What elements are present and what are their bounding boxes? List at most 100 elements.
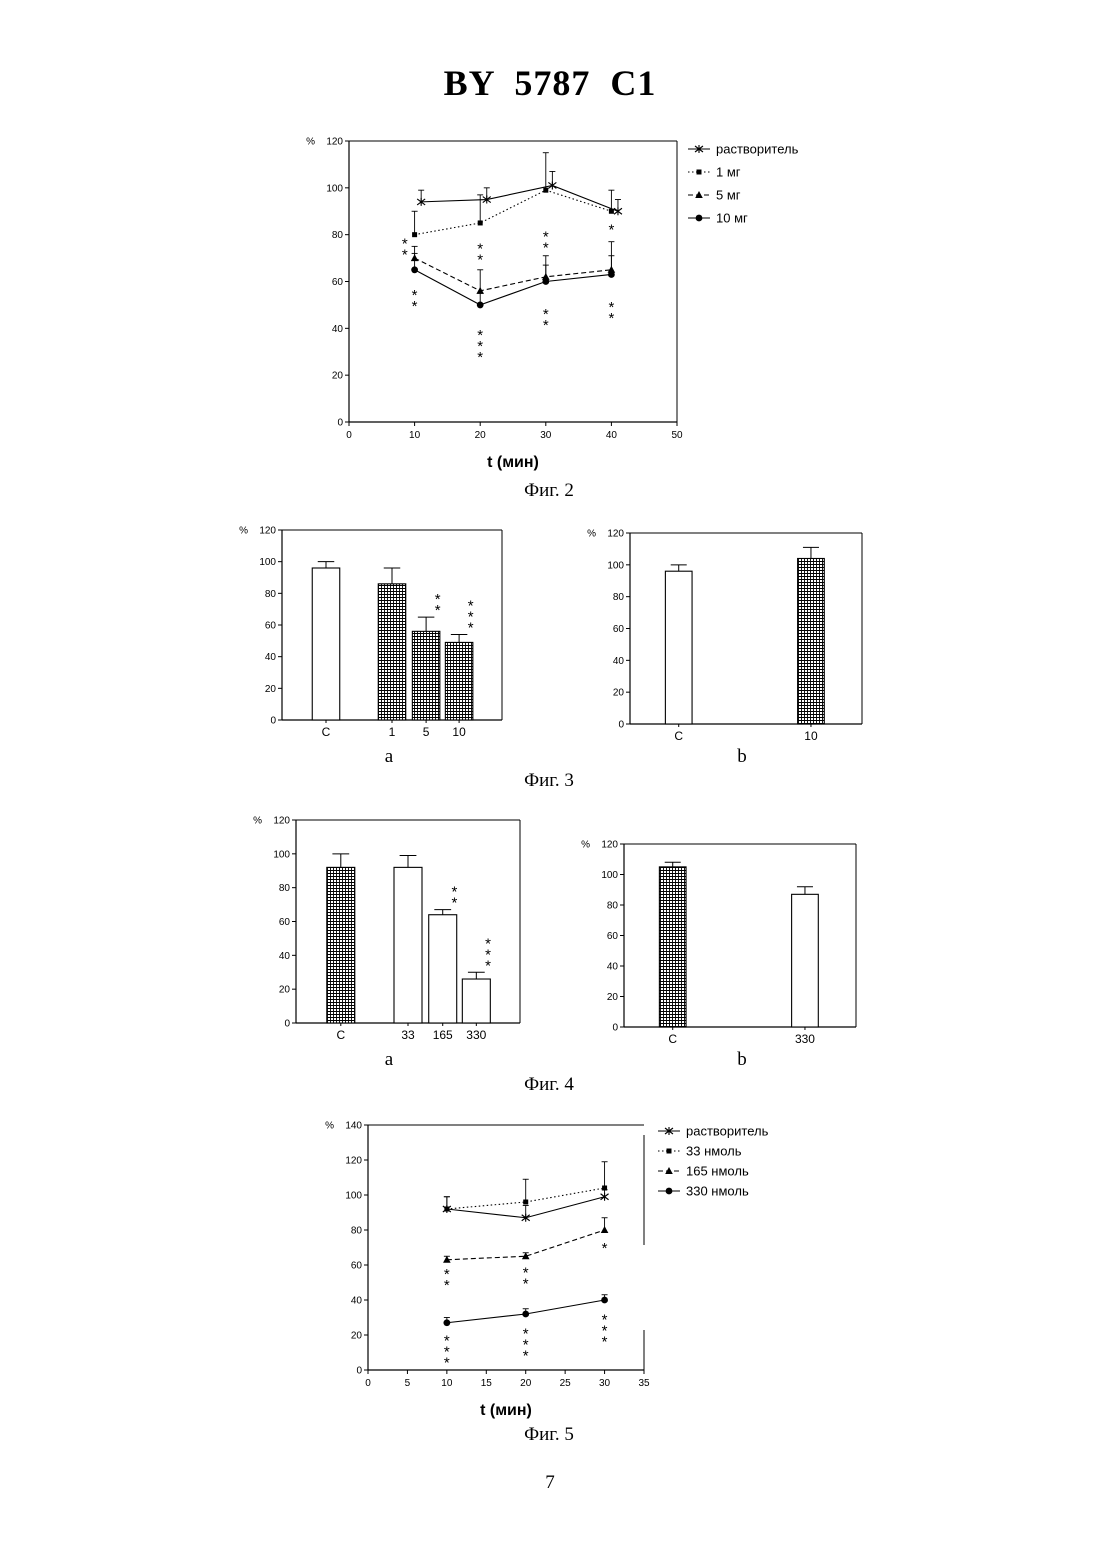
x-tick-label: 5: [405, 1378, 411, 1389]
significance-annotation: *: [608, 222, 614, 239]
bar-group: 330: [792, 887, 819, 1046]
significance-annotation: **: [543, 306, 549, 334]
figures-canvas: 020406080100120%01020304050t (мин)раство…: [0, 0, 1100, 1556]
significance-annotation: ***: [444, 1333, 450, 1372]
y-tick-label: 40: [607, 962, 619, 973]
significance-star: *: [485, 957, 491, 974]
y-tick-label: 100: [259, 557, 276, 568]
bar: [665, 571, 692, 724]
bar: [312, 568, 340, 720]
significance-star: *: [477, 251, 483, 268]
y-tick-label: 120: [607, 529, 624, 540]
significance-annotation: ***: [602, 1312, 608, 1351]
x-tick-label: С: [668, 1032, 677, 1046]
x-tick-label: 0: [346, 430, 352, 441]
significance-star: *: [602, 1240, 608, 1257]
data-point-square: [523, 1200, 528, 1205]
y-tick-label: 40: [279, 951, 291, 962]
y-tick-label: 80: [607, 901, 619, 912]
y-tick-label: 60: [279, 917, 291, 928]
data-point-square: [667, 1149, 672, 1154]
y-tick-label: 60: [613, 624, 625, 635]
y-axis-label: %: [306, 137, 315, 148]
bar: [462, 979, 490, 1023]
x-tick-label: 0: [365, 1378, 371, 1389]
significance-star: *: [452, 895, 458, 912]
x-tick-label: 30: [599, 1378, 611, 1389]
y-tick-label: 120: [601, 840, 618, 851]
bar: [445, 642, 473, 720]
x-tick-label: 20: [520, 1378, 532, 1389]
data-point-triangle: [601, 1226, 609, 1233]
bar-group: 1: [378, 568, 406, 739]
x-tick-label: 33: [401, 1028, 415, 1042]
x-axis-label: t (мин): [487, 454, 539, 471]
data-point-circle: [696, 215, 703, 222]
x-axis-label: t (мин): [480, 1402, 532, 1419]
significance-annotation: **: [412, 287, 418, 315]
y-tick-label: 20: [607, 992, 619, 1003]
legend-label: растворитель: [686, 1124, 769, 1139]
legend-label: 165 нмоль: [686, 1164, 749, 1179]
significance-star: *: [468, 620, 474, 637]
x-tick-label: 10: [804, 729, 818, 743]
bar-group: С: [659, 862, 686, 1046]
y-tick-label: 60: [332, 277, 344, 288]
y-tick-label: 120: [273, 816, 290, 827]
data-point-square: [543, 188, 548, 193]
x-tick-label: 330: [795, 1032, 815, 1046]
y-tick-label: 60: [265, 621, 277, 632]
x-tick-label: 1: [389, 725, 396, 739]
y-tick-label: 100: [607, 560, 624, 571]
y-tick-label: 80: [351, 1226, 363, 1237]
data-point-circle: [542, 278, 549, 285]
y-tick-label: 0: [270, 716, 276, 727]
data-point-star: [548, 181, 556, 189]
series-line: [415, 270, 612, 305]
legend-label: 33 нмоль: [686, 1144, 742, 1159]
y-tick-label: 80: [279, 883, 291, 894]
x-tick-label: 20: [475, 430, 487, 441]
data-point-circle: [608, 271, 615, 278]
y-tick-label: 0: [284, 1019, 290, 1030]
bar-group: 33: [394, 856, 422, 1042]
significance-annotation: **: [402, 236, 408, 264]
y-axis-label: %: [581, 840, 590, 851]
legend-label: 5 мг: [716, 188, 741, 203]
y-tick-label: 100: [345, 1191, 362, 1202]
x-tick-label: 10: [409, 430, 421, 441]
significance-annotation: ***: [477, 327, 483, 366]
series-3: 330 нмоль: [443, 1184, 748, 1327]
bar-group: 10***: [445, 598, 473, 740]
data-point-circle: [601, 1297, 608, 1304]
significance-star: *: [602, 1334, 608, 1351]
significance-star: *: [444, 1277, 450, 1294]
x-tick-label: 5: [423, 725, 430, 739]
x-tick-label: С: [674, 729, 683, 743]
y-tick-label: 80: [613, 592, 625, 603]
x-tick-label: С: [322, 725, 331, 739]
y-tick-label: 0: [612, 1023, 618, 1034]
bar: [327, 867, 355, 1023]
bar: [429, 915, 457, 1023]
significance-star: *: [523, 1275, 529, 1292]
x-tick-label: 30: [540, 430, 552, 441]
bar: [412, 631, 440, 720]
bar: [378, 584, 406, 720]
figure-caption: Фиг. 4: [524, 1074, 574, 1095]
y-tick-label: 60: [607, 931, 619, 942]
series-3: 10 мг: [411, 211, 748, 309]
significance-star: *: [444, 1355, 450, 1372]
y-tick-label: 20: [265, 684, 277, 695]
page-number: 7: [545, 1472, 555, 1493]
x-tick-label: 35: [638, 1378, 650, 1389]
significance-annotation: **: [444, 1266, 450, 1294]
panel-label: b: [737, 1049, 747, 1070]
data-point-circle: [443, 1319, 450, 1326]
series-line: [421, 185, 618, 211]
y-tick-label: 40: [351, 1296, 363, 1307]
y-tick-label: 20: [279, 985, 291, 996]
y-tick-label: 120: [326, 137, 343, 148]
y-axis-label: %: [239, 526, 248, 537]
significance-star: *: [435, 602, 441, 619]
